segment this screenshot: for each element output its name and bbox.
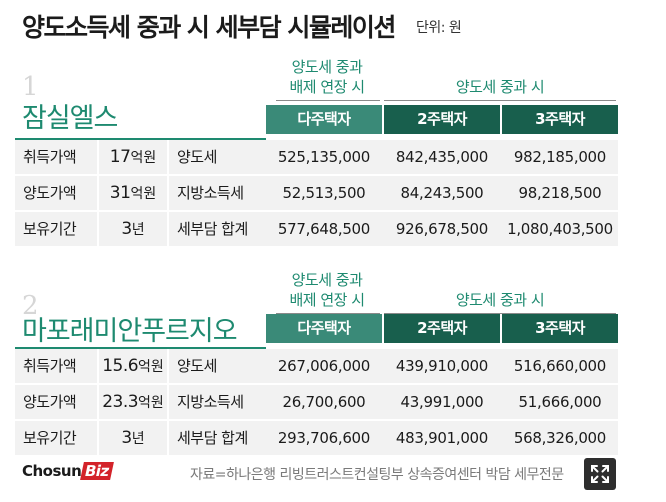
row-value: 23.3억원 [97,385,167,419]
exempt-header-line1: 양도세 중과 [291,271,363,289]
exempt-extension-header: 양도세 중과 배제 연장 시 [270,270,384,310]
amount-multi: 267,006,000 [277,357,371,375]
exempt-extension-header: 양도세 중과 배제 연장 시 [270,57,384,97]
heavy-tax-group-header: 양도세 중과 시 [455,291,545,309]
col-header-three: 3주택자 [502,314,618,343]
divider [384,100,616,101]
amount-multi: 293,706,600 [277,429,371,447]
logo-main-text: Chosun [22,462,82,480]
tax-kind: 지방소득세 [167,385,265,419]
amount-two: 43,991,000 [400,393,484,411]
col-header-three: 3주택자 [502,105,618,134]
amount-three: 516,660,000 [513,357,607,375]
table-row: 취득가액 17억원 양도세 525,135,000 842,435,000 98… [15,140,618,176]
section-number: 2 [22,291,39,321]
amount-two: 84,243,500 [400,184,484,202]
tax-table: 취득가액 17억원 양도세 525,135,000 842,435,000 98… [15,140,618,248]
amount-three: 51,666,000 [518,393,602,411]
section-number: 1 [22,72,39,102]
expand-button[interactable] [584,458,616,490]
amount-three: 1,080,403,500 [507,220,613,238]
source-note: 자료=하나은행 리빙트러스트컨설팅부 상속증여센터 박담 세무전문 [190,467,564,483]
col-header-two: 2주택자 [384,314,500,343]
amount-three: 568,326,000 [513,429,607,447]
row-value: 15.6억원 [97,349,167,383]
tax-kind: 양도세 [167,349,265,383]
row-label: 취득가액 [23,148,77,166]
row-label: 양도가액 [23,393,77,411]
row-value: 3년 [97,212,167,246]
divider [276,100,380,101]
tax-kind: 세부담 합계 [167,212,265,246]
amount-three: 982,185,000 [513,148,607,166]
name-underline [15,347,266,349]
expand-icon [591,465,609,483]
apartment-name: 마포래미안푸르지오 [22,316,238,347]
amount-two: 926,678,500 [395,220,489,238]
table-row: 보유기간 3년 세부담 합계 293,706,600 483,901,000 5… [15,421,618,457]
table-row: 보유기간 3년 세부담 합계 577,648,500 926,678,500 1… [15,212,618,248]
amount-two: 483,901,000 [395,429,489,447]
apartment-name: 잠실엘스 [22,103,118,134]
amount-multi: 577,648,500 [277,220,371,238]
amount-two: 842,435,000 [395,148,489,166]
tax-kind: 세부담 합계 [167,421,265,455]
amount-two: 439,910,000 [395,357,489,375]
col-header-multi: 다주택자 [266,105,382,134]
amount-three: 98,218,500 [518,184,602,202]
col-header-multi: 다주택자 [266,314,382,343]
tax-kind: 지방소득세 [167,176,265,210]
amount-multi: 525,135,000 [277,148,371,166]
tax-table: 취득가액 15.6억원 양도세 267,006,000 439,910,000 … [15,349,618,457]
row-label: 취득가액 [23,357,77,375]
exempt-header-line1: 양도세 중과 [291,58,363,76]
tax-kind: 양도세 [167,140,265,174]
row-label: 양도가액 [23,184,77,202]
amount-multi: 26,700,600 [282,393,366,411]
chart-title: 양도소득세 중과 시 세부담 시뮬레이션 [22,13,396,42]
divider [384,313,616,314]
divider [276,313,380,314]
logo-accent-text: Biz [80,462,115,480]
table-row: 양도가액 23.3억원 지방소득세 26,700,600 43,991,000 … [15,385,618,421]
row-value: 31억원 [97,176,167,210]
name-underline [15,138,266,140]
row-label: 보유기간 [23,220,77,238]
chosunbiz-logo: Chosun Biz [22,462,115,480]
heavy-tax-group-header: 양도세 중과 시 [455,78,545,96]
table-row: 취득가액 15.6억원 양도세 267,006,000 439,910,000 … [15,349,618,385]
row-value: 17억원 [97,140,167,174]
unit-label: 단위: 원 [416,20,462,36]
table-row: 양도가액 31억원 지방소득세 52,513,500 84,243,500 98… [15,176,618,212]
row-value: 3년 [97,421,167,455]
exempt-header-line2: 배제 연장 시 [289,78,365,96]
col-header-two: 2주택자 [384,105,500,134]
exempt-header-line2: 배제 연장 시 [289,291,365,309]
amount-multi: 52,513,500 [282,184,366,202]
row-label: 보유기간 [23,429,77,447]
